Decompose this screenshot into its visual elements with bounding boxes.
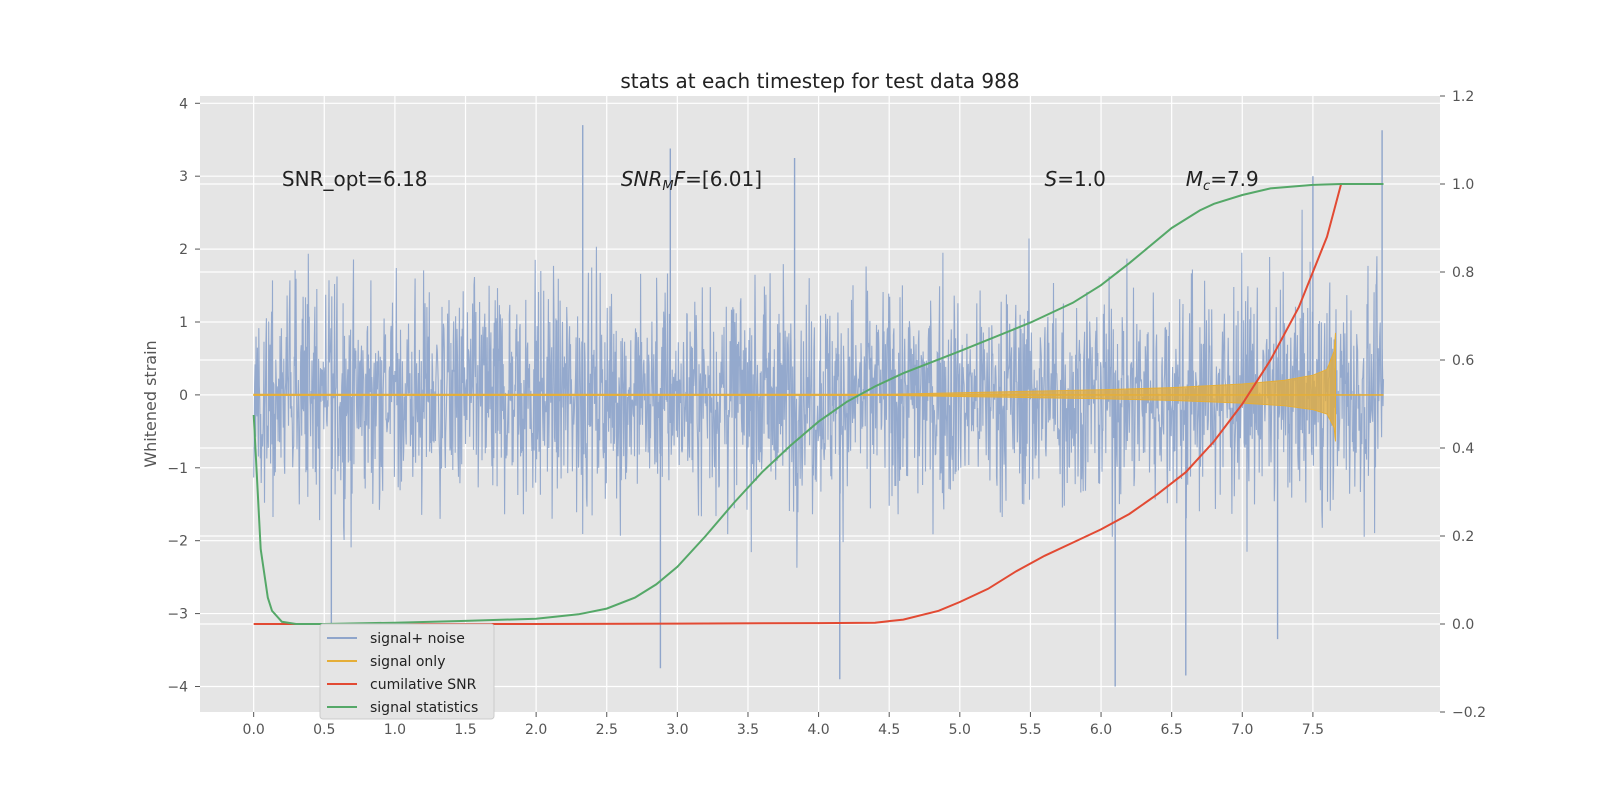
legend-label-signal-statistics: signal statistics xyxy=(370,700,478,716)
y-tick-label-left: 1 xyxy=(179,315,188,331)
x-tick-label: 6.5 xyxy=(1161,722,1183,738)
x-tick-label: 0.0 xyxy=(243,722,265,738)
x-tick-label: 6.0 xyxy=(1090,722,1112,738)
annotation: SNRMF=[6.01] xyxy=(621,167,762,194)
y-tick-label-left: 4 xyxy=(179,96,188,112)
x-tick-label: 7.5 xyxy=(1302,722,1324,738)
annotations: SNR_opt=6.18 SNRMF=[6.01] S=1.0 Mc=7.9 xyxy=(282,167,1259,194)
x-tick-label: 7.0 xyxy=(1231,722,1253,738)
y-tick-label-left: 2 xyxy=(179,242,188,258)
x-tick-label: 2.0 xyxy=(525,722,547,738)
legend-label-signal-only: signal only xyxy=(370,654,445,670)
signal-only-series xyxy=(253,332,1384,442)
legend-box xyxy=(319,623,495,720)
legend: signal+ noise signal only cumilative SNR… xyxy=(319,623,495,720)
annotation: S=1.0 xyxy=(1045,167,1106,191)
x-tick-label: 3.0 xyxy=(666,722,688,738)
x-tick-label: 5.0 xyxy=(949,722,971,738)
series-line-cumilative-snr xyxy=(253,183,1384,625)
y-tick-label-left: −1 xyxy=(167,461,188,477)
chart-title: stats at each timestep for test data 988 xyxy=(620,69,1019,93)
x-axis-ticks: 0.0 0.5 1.0 1.5 2.0 2.5 3.0 3.5 4.0 4.5 5.0 5.5 6.0 6… xyxy=(243,712,1324,738)
y-tick-label-left: 3 xyxy=(179,169,188,185)
x-tick-label: 4.5 xyxy=(878,722,900,738)
y-tick-label-right: 1.2 xyxy=(1452,89,1474,105)
annotation: SNR_opt=6.18 xyxy=(282,167,428,191)
y-tick-label-right: 1.0 xyxy=(1452,177,1474,193)
y-tick-label-right: 0.2 xyxy=(1452,529,1474,545)
y-tick-label-left: 0 xyxy=(179,388,188,404)
series-line-signal-noise xyxy=(253,209,1385,568)
y-tick-label-left: −3 xyxy=(167,607,188,623)
series-area-signal-only xyxy=(253,332,1336,442)
annotation: Mc=7.9 xyxy=(1186,167,1259,194)
y-tick-label-right: 0.0 xyxy=(1452,617,1474,633)
y-tick-label-right: 0.4 xyxy=(1452,441,1474,457)
x-tick-label: 4.0 xyxy=(807,722,829,738)
y-tick-label-left: −2 xyxy=(167,534,188,550)
x-tick-label: 1.0 xyxy=(384,722,406,738)
y-tick-label-right: −0.2 xyxy=(1452,705,1486,721)
legend-label-cumulative-snr: cumilative SNR xyxy=(370,677,477,693)
y-axis-label: Whitened strain xyxy=(141,340,160,467)
x-tick-label: 3.5 xyxy=(737,722,759,738)
series-line-signal-statistics xyxy=(252,183,1384,625)
y-axis-left-ticks: −4 −3 −2 −1 0 1 2 3 4 xyxy=(167,96,200,695)
x-tick-label: 1.5 xyxy=(454,722,476,738)
y-tick-label-right: 0.8 xyxy=(1452,265,1474,281)
y-tick-label-right: 0.6 xyxy=(1452,353,1474,369)
statistics-lines xyxy=(252,183,1384,625)
x-tick-label: 2.5 xyxy=(596,722,618,738)
x-tick-label: 5.5 xyxy=(1019,722,1041,738)
y-tick-label-left: −4 xyxy=(167,679,188,695)
x-tick-label: 0.5 xyxy=(313,722,335,738)
legend-label-signal-noise: signal+ noise xyxy=(370,631,465,647)
y-axis-right-ticks: −0.2 0.0 0.2 0.4 0.6 0.8 1.0 1.2 xyxy=(1440,89,1486,721)
